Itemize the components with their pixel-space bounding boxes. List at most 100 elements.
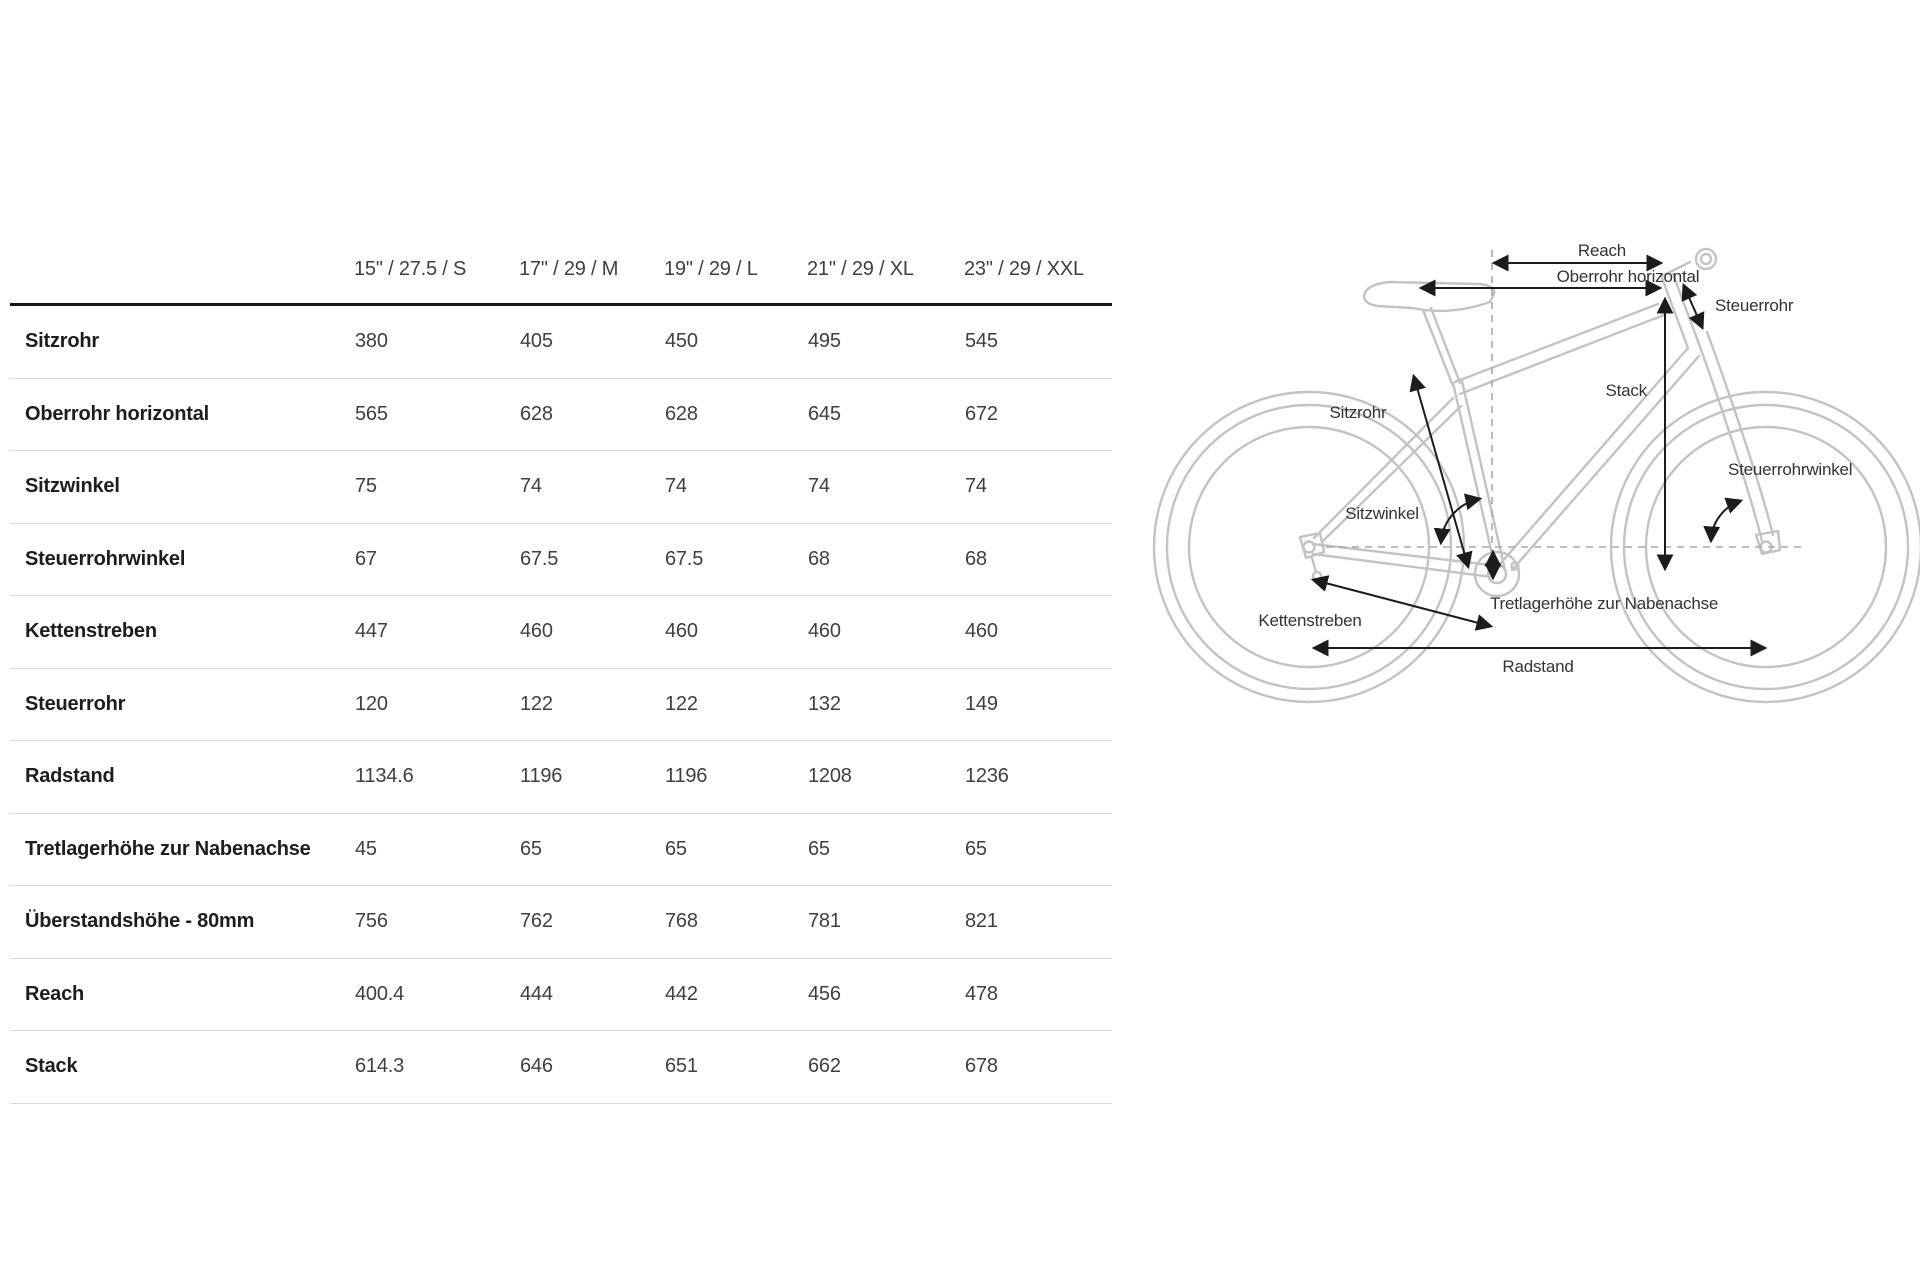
geometry-value: 67: [354, 523, 519, 596]
geometry-value: 1196: [519, 740, 664, 814]
geometry-row: Sitzrohr 380 405 450 495 545: [10, 304, 1112, 379]
sitzwinkel-arc: [1433, 493, 1483, 546]
geometry-row-label: Sitzwinkel: [10, 450, 354, 524]
saddle: [1362, 280, 1496, 313]
geometry-value: 447: [354, 595, 519, 669]
geometry-value: 460: [964, 595, 1112, 669]
geometry-value: 74: [664, 450, 807, 524]
geometry-value: 405: [519, 304, 664, 379]
geometry-value: 456: [807, 958, 964, 1031]
diagram-label-reach: Reach: [1578, 241, 1626, 260]
geometry-value: 628: [519, 378, 664, 451]
geometry-value: 74: [964, 450, 1112, 524]
geometry-value: 65: [807, 813, 964, 886]
diagram-labels: Reach Oberrohr horizontal Steuerrohr Sta…: [1258, 241, 1852, 676]
diagram-label-kettenstreben: Kettenstreben: [1258, 611, 1361, 630]
geometry-value: 821: [964, 885, 1112, 959]
geometry-row-label: Stack: [10, 1030, 354, 1104]
diagram-label-radstand: Radstand: [1502, 657, 1573, 676]
handlebar-grip: [1694, 247, 1718, 271]
geometry-row: Sitzwinkel 75 74 74 74 74: [10, 450, 1112, 524]
bike-geometry-diagram: Reach Oberrohr horizontal Steuerrohr Sta…: [1150, 220, 1920, 760]
diagram-label-stack: Stack: [1605, 381, 1647, 400]
geometry-value: 460: [664, 595, 807, 669]
geometry-row-label: Tretlagerhöhe zur Nabenachse: [10, 813, 354, 886]
geometry-value: 68: [964, 523, 1112, 596]
geometry-value: 45: [354, 813, 519, 886]
diagram-label-sitzwinkel: Sitzwinkel: [1345, 504, 1419, 523]
geometry-value: 646: [519, 1030, 664, 1104]
geometry-value: 65: [964, 813, 1112, 886]
size-column-header: 17" / 29 / M: [519, 239, 664, 306]
geometry-value: 132: [807, 668, 964, 741]
geometry-value: 478: [964, 958, 1112, 1031]
geometry-row-label: Oberrohr horizontal: [10, 378, 354, 451]
geometry-row: Überstandshöhe - 80mm 756 762 768 781 821: [10, 885, 1112, 959]
fork: [1694, 330, 1782, 556]
diagram-label-sitzrohr: Sitzrohr: [1330, 403, 1388, 422]
geometry-value: 762: [519, 885, 664, 959]
stem-handlebar: [1660, 247, 1718, 278]
geometry-value: 122: [664, 668, 807, 741]
diagram-label-steuerrohr: Steuerrohr: [1715, 296, 1794, 315]
geometry-row: Oberrohr horizontal 565 628 628 645 672: [10, 378, 1112, 451]
steuerrohr-arrow: [1681, 282, 1705, 331]
corner-cell: [10, 239, 354, 306]
dimension-arrows: [1310, 254, 1768, 657]
geometry-row: Kettenstreben 447 460 460 460 460: [10, 595, 1112, 669]
geometry-value: 678: [964, 1030, 1112, 1104]
geometry-value: 65: [519, 813, 664, 886]
geometry-value: 1134.6: [354, 740, 519, 814]
geometry-value: 74: [807, 450, 964, 524]
geometry-value: 565: [354, 378, 519, 451]
kettenstreben-arrow: [1310, 575, 1494, 631]
geometry-value: 1236: [964, 740, 1112, 814]
diagram-label-tretlager: Tretlagerhöhe zur Nabenachse: [1490, 594, 1718, 613]
geometry-row: Steuerrohrwinkel 67 67.5 67.5 68 68: [10, 523, 1112, 596]
geometry-row: Stack 614.3 646 651 662 678: [10, 1030, 1112, 1104]
geometry-value: 662: [807, 1030, 964, 1104]
geometry-row: Radstand 1134.6 1196 1196 1208 1236: [10, 740, 1112, 814]
geometry-value: 651: [664, 1030, 807, 1104]
geometry-value: 495: [807, 304, 964, 379]
geometry-table-section: 15" / 27.5 / S 17" / 29 / M 19" / 29 / L 21…: [10, 239, 1112, 1104]
saddle-seatpost: [1362, 280, 1496, 388]
diagram-label-steuerrohrwinkel: Steuerrohrwinkel: [1728, 460, 1852, 479]
geometry-value: 68: [807, 523, 964, 596]
geometry-table: 15" / 27.5 / S 17" / 29 / M 19" / 29 / L 21…: [10, 239, 1112, 1104]
geometry-row: Tretlagerhöhe zur Nabenachse 45 65 65 65 65: [10, 813, 1112, 886]
diagram-label-oberrohr: Oberrohr horizontal: [1557, 267, 1700, 286]
geometry-value: 545: [964, 304, 1112, 379]
bike-frame: [1298, 272, 1701, 582]
geometry-value: 645: [807, 378, 964, 451]
geometry-value: 444: [519, 958, 664, 1031]
geometry-value: 1208: [807, 740, 964, 814]
steuerrohrwinkel-arc: [1703, 497, 1744, 544]
geometry-row: Reach 400.4 444 442 456 478: [10, 958, 1112, 1031]
geometry-value: 628: [664, 378, 807, 451]
geometry-value: 74: [519, 450, 664, 524]
geometry-row-label: Steuerrohrwinkel: [10, 523, 354, 596]
geometry-row-label: Steuerrohr: [10, 668, 354, 741]
geometry-value: 122: [519, 668, 664, 741]
geometry-value: 460: [807, 595, 964, 669]
geometry-value: 380: [354, 304, 519, 379]
geometry-row-label: Reach: [10, 958, 354, 1031]
geometry-value: 400.4: [354, 958, 519, 1031]
geometry-value: 442: [664, 958, 807, 1031]
size-column-header: 23" / 29 / XXL: [964, 239, 1112, 306]
geometry-row-label: Radstand: [10, 740, 354, 814]
size-column-header: 15" / 27.5 / S: [354, 239, 519, 306]
geometry-value: 149: [964, 668, 1112, 741]
geometry-value: 120: [354, 668, 519, 741]
geometry-value: 67.5: [519, 523, 664, 596]
geometry-table-body: Sitzrohr 380 405 450 495 545 Oberrohr horizo…: [10, 304, 1112, 1104]
size-header-row: 15" / 27.5 / S 17" / 29 / M 19" / 29 / L 21…: [10, 239, 1112, 306]
size-column-header: 19" / 29 / L: [664, 239, 807, 306]
geometry-value: 65: [664, 813, 807, 886]
geometry-row-label: Sitzrohr: [10, 304, 354, 379]
geometry-value: 67.5: [664, 523, 807, 596]
geometry-value: 672: [964, 378, 1112, 451]
geometry-value: 460: [519, 595, 664, 669]
geometry-value: 768: [664, 885, 807, 959]
